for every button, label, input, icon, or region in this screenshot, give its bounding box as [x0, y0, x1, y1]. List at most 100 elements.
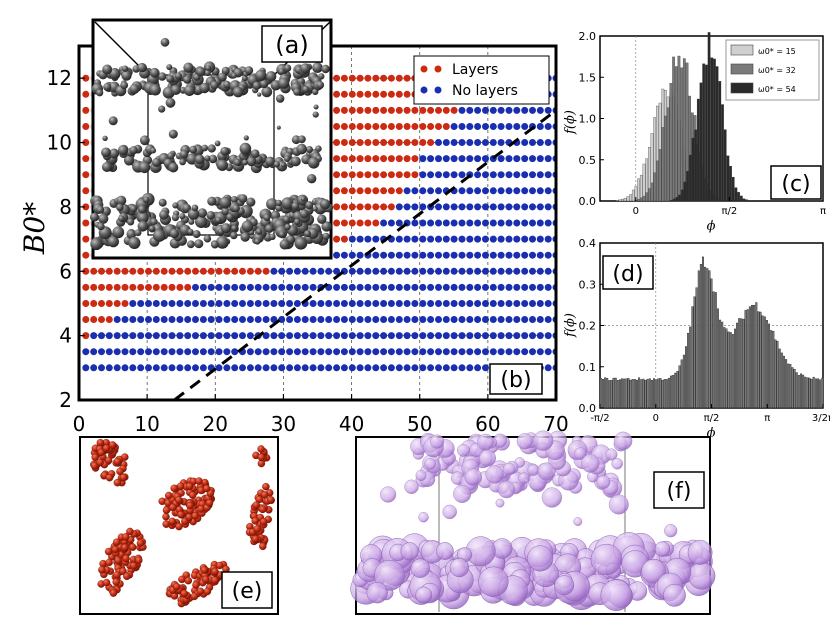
phase-point	[459, 155, 466, 162]
phase-point	[474, 316, 481, 323]
phase-point	[411, 123, 418, 130]
particle	[283, 216, 290, 223]
legend-no-layers-marker-1	[421, 87, 428, 94]
phase-point	[357, 91, 364, 98]
histogram-d-bar	[634, 379, 636, 408]
phase-point	[325, 332, 332, 339]
histogram-c-bar	[643, 164, 645, 201]
cluster-particle	[267, 496, 274, 503]
phase-point	[137, 348, 144, 355]
histogram-c-bar	[640, 198, 642, 201]
phase-point	[263, 316, 270, 323]
particle	[166, 75, 174, 83]
phase-point	[521, 171, 528, 178]
phase-point	[263, 364, 270, 371]
phase-point	[396, 139, 403, 146]
particle	[194, 239, 203, 248]
histogram-d-bar	[685, 347, 687, 409]
histogram-c-bar	[670, 83, 672, 201]
phase-point	[137, 316, 144, 323]
histogram-c-y-tick-label: 0.0	[579, 195, 597, 208]
phase-point	[474, 139, 481, 146]
cluster-particle	[206, 499, 213, 506]
phase-point	[176, 348, 183, 355]
phase-point	[490, 171, 497, 178]
phase-point	[380, 348, 387, 355]
particle	[183, 76, 191, 84]
phase-point	[106, 316, 113, 323]
phase-point	[341, 107, 348, 114]
particle	[281, 163, 286, 168]
phase-point	[513, 236, 520, 243]
particle	[233, 87, 244, 98]
particle	[169, 130, 178, 139]
particle	[204, 235, 212, 243]
phase-point	[443, 123, 450, 130]
particle	[179, 159, 186, 166]
cluster-particle	[113, 578, 120, 585]
phase-point	[333, 75, 340, 82]
phase-point	[82, 220, 89, 227]
phase-point	[459, 316, 466, 323]
phase-point	[388, 268, 395, 275]
phase-point	[388, 139, 395, 146]
phase-point	[435, 139, 442, 146]
legend-layers-marker-1	[421, 66, 428, 73]
legend-no-layers-marker-2	[435, 87, 442, 94]
phase-point	[372, 284, 379, 291]
phase-point	[529, 236, 536, 243]
phase-point	[482, 139, 489, 146]
histogram-c-bar	[713, 59, 715, 201]
particle	[234, 159, 241, 166]
particle	[172, 202, 178, 208]
phase-point	[443, 348, 450, 355]
phase-point	[380, 107, 387, 114]
phase-point	[459, 252, 466, 259]
layer-particle	[453, 485, 471, 503]
particle	[118, 145, 128, 155]
legend-layers-marker-2	[435, 66, 442, 73]
phase-point	[451, 220, 458, 227]
histogram-d-bar	[726, 329, 728, 408]
phase-point	[333, 284, 340, 291]
phase-point	[372, 187, 379, 194]
phase-point	[396, 348, 403, 355]
cluster-particle	[97, 439, 104, 446]
phase-point	[192, 364, 199, 371]
phase-point	[278, 300, 285, 307]
phase-point	[529, 252, 536, 259]
phase-point	[498, 332, 505, 339]
phase-point	[357, 316, 364, 323]
phase-point	[145, 284, 152, 291]
phase-point	[357, 268, 364, 275]
phase-point	[490, 107, 497, 114]
particle	[206, 65, 212, 71]
particle	[96, 89, 103, 96]
histogram-d-bar	[794, 369, 796, 408]
phase-point	[82, 155, 89, 162]
phase-point	[435, 171, 442, 178]
phase-point	[521, 107, 528, 114]
phase-point	[537, 348, 544, 355]
phase-point	[404, 284, 411, 291]
phase-point	[247, 300, 254, 307]
phase-point	[263, 268, 270, 275]
particle	[261, 86, 272, 97]
cluster-particle	[175, 523, 182, 530]
phase-point	[161, 284, 168, 291]
phase-point	[419, 316, 426, 323]
phase-point	[404, 252, 411, 259]
histogram-d-bar	[666, 379, 668, 408]
phase-point	[153, 268, 160, 275]
phase-point	[82, 171, 89, 178]
particle	[284, 155, 291, 162]
phase-point	[427, 252, 434, 259]
cluster-particle	[262, 483, 269, 490]
phase-point	[231, 268, 238, 275]
phase-point	[380, 75, 387, 82]
phase-point	[506, 332, 513, 339]
phase-point	[435, 268, 442, 275]
layer-particle	[555, 576, 574, 595]
phase-diagram-x-tick-label: 60	[475, 412, 500, 436]
phase-point	[208, 316, 215, 323]
